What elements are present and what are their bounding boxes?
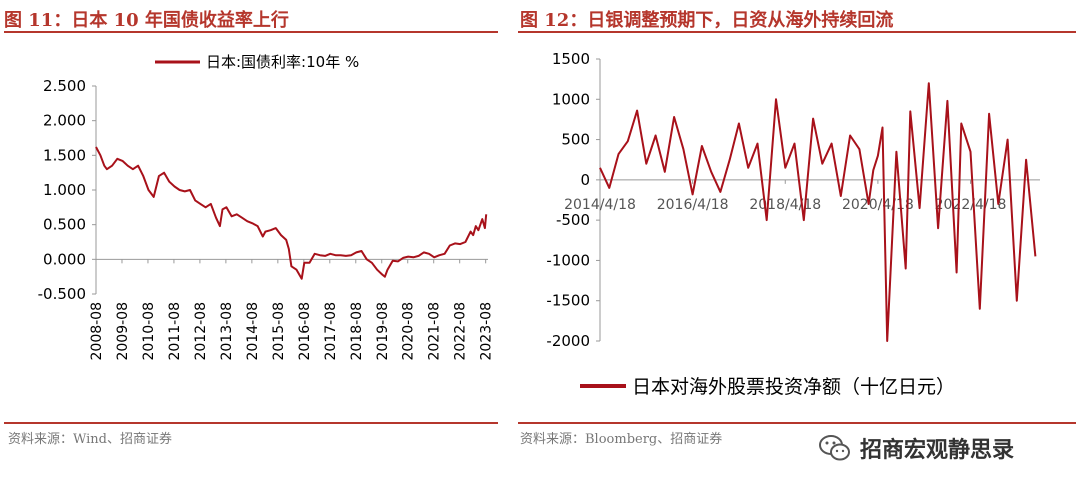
x-tick-label: 2012-08 — [193, 302, 209, 361]
y-tick-label: 1500 — [552, 50, 590, 68]
y-tick-label: -1500 — [546, 292, 590, 310]
figure-11-top-rule — [4, 31, 498, 33]
x-tick-label: 2018/4/18 — [749, 197, 821, 213]
x-tick-label: 2015-08 — [271, 302, 287, 361]
figure-12-top-rule — [518, 31, 1076, 33]
figure-11-title: 图 11：日本 10 年国债收益率上行 — [4, 10, 289, 31]
x-tick-label: 2019-08 — [375, 302, 391, 361]
figure-12-title: 图 12：日银调整预期下，日资从海外持续回流 — [520, 10, 894, 31]
y-tick-label: -2000 — [546, 332, 590, 350]
x-tick-label: 2014/4/18 — [564, 197, 636, 213]
y-tick-label: 1.500 — [43, 146, 86, 164]
x-tick-label: 2010-08 — [141, 302, 157, 361]
x-tick-label: 2011-08 — [167, 302, 183, 361]
x-tick-label: 2023-08 — [479, 302, 495, 361]
wechat-icon — [819, 435, 850, 461]
watermark-text: 招商宏观静思录 — [860, 438, 1015, 463]
x-tick-label: 2017-08 — [323, 302, 339, 361]
chart-japan-overseas-equity-flows: -2000 -1500 -1000 -500 0 500 1000 1500 2014/4/18… — [546, 50, 1040, 398]
x-tick-label: 2018-08 — [349, 302, 365, 361]
figure-12-bottom-rule — [518, 422, 1076, 424]
series-line-equity-flows — [599, 82, 1037, 342]
y-tick-label: 0 — [580, 171, 590, 189]
x-tick-label: 2022/4/18 — [935, 197, 1007, 213]
figure-11-bottom-rule — [4, 422, 498, 424]
x-tick-label: 2021-08 — [427, 302, 443, 361]
x-tick-label: 2008-08 — [89, 302, 105, 361]
y-tick-label: -0.500 — [38, 285, 86, 303]
x-tick-label: 2013-08 — [219, 302, 235, 361]
series-line-jgb-10y — [95, 146, 488, 280]
y-tick-label: -1000 — [546, 251, 590, 269]
figure-12-source: 资料来源：Bloomberg、招商证券 — [520, 432, 723, 447]
x-tick-label: 2016/4/18 — [657, 197, 729, 213]
y-tick-label: 0.000 — [43, 250, 86, 268]
x-tick-label: 2020/4/18 — [842, 197, 914, 213]
y-tick-label: -500 — [556, 211, 590, 229]
y-tick-label: 1.000 — [43, 181, 86, 199]
legend-label: 日本对海外股票投资净额（十亿日元） — [632, 376, 955, 398]
x-tick-label: 2009-08 — [115, 302, 131, 361]
x-tick-label: 2020-08 — [401, 302, 417, 361]
y-tick-label: 2.000 — [43, 112, 86, 130]
legend-label: 日本:国债利率:10年 % — [206, 53, 359, 71]
figure-11-source: 资料来源：Wind、招商证券 — [8, 432, 172, 447]
x-tick-label: 2022-08 — [453, 302, 469, 361]
x-tick-label: 2014-08 — [245, 302, 261, 361]
chart-jgb-10y-yield: -0.500 0.000 0.500 1.000 1.500 2.000 2.500 2008… — [38, 53, 495, 361]
watermark: 招商宏观静思录 — [818, 432, 1014, 464]
y-tick-label: 1000 — [552, 90, 590, 108]
y-tick-label: 500 — [561, 131, 590, 149]
y-tick-label: 0.500 — [43, 216, 86, 234]
y-tick-label: 2.500 — [43, 77, 86, 95]
x-tick-label: 2016-08 — [297, 302, 313, 361]
